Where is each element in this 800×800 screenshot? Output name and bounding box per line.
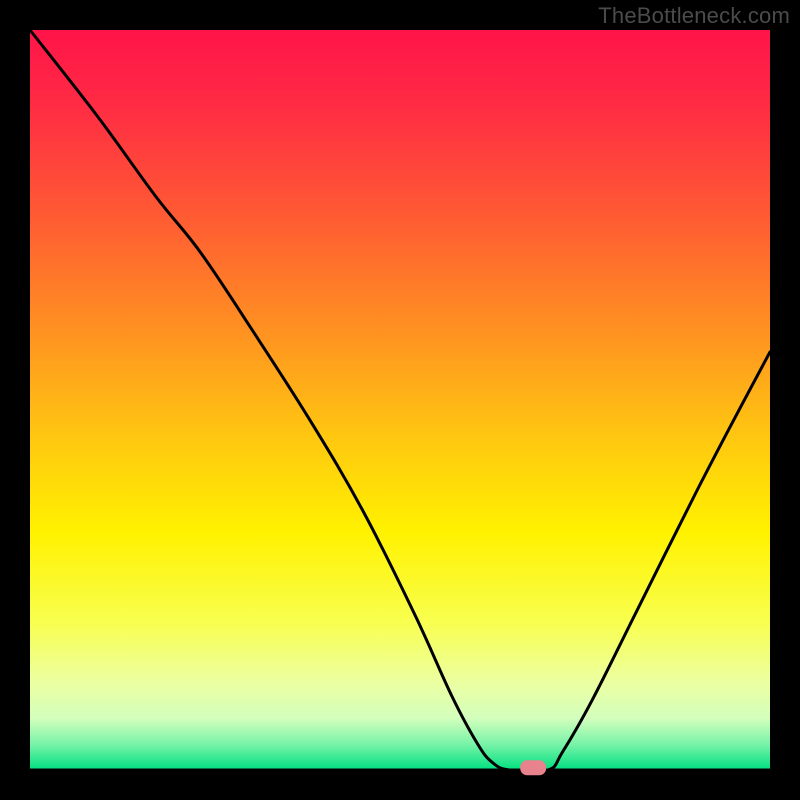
- chart-stage: TheBottleneck.com: [0, 0, 800, 800]
- bottleneck-chart: [0, 0, 800, 800]
- optimal-marker: [520, 760, 546, 775]
- plot-background: [30, 30, 770, 770]
